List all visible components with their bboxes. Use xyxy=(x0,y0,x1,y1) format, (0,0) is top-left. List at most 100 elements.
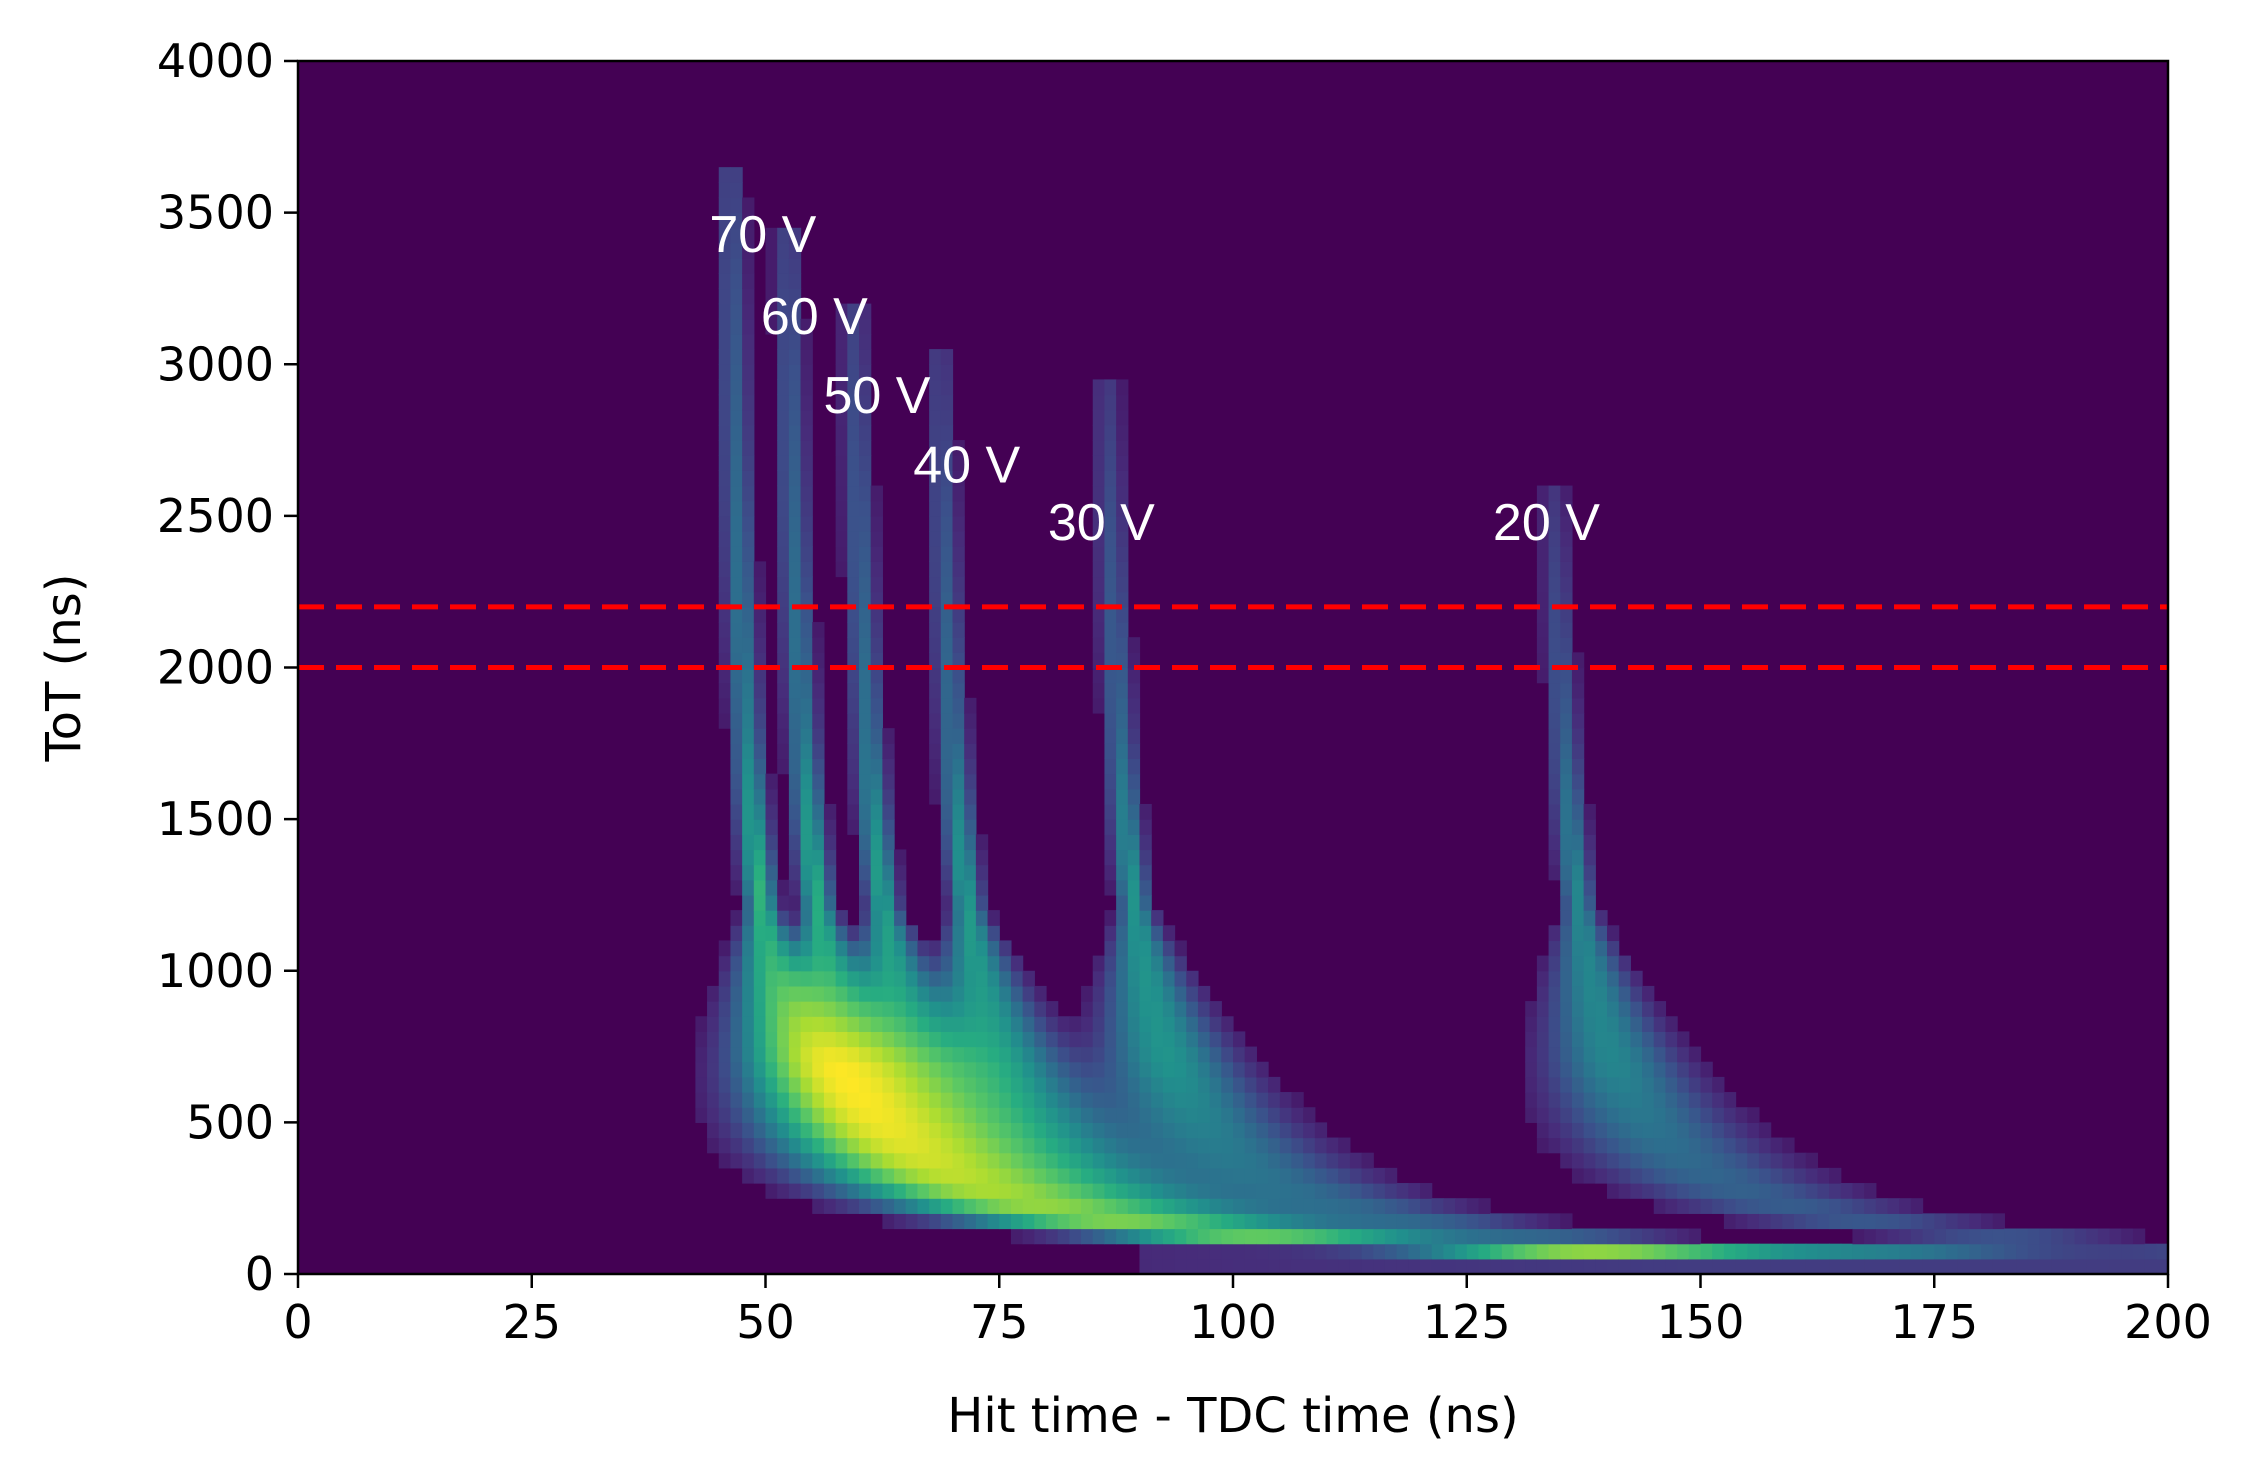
heatmap-cell xyxy=(2097,1243,2111,1260)
heatmap-cell xyxy=(742,470,755,487)
heatmap-cell xyxy=(987,1152,1000,1169)
heatmap-cell xyxy=(1139,834,1152,851)
heatmap-cell xyxy=(1583,985,1596,1002)
heatmap-cell xyxy=(765,1001,778,1017)
heatmap-cell xyxy=(859,1183,872,1199)
heatmap-cell xyxy=(999,1137,1012,1154)
heatmap-cell xyxy=(1221,1016,1234,1032)
heatmap-cell xyxy=(999,1061,1012,1078)
heatmap-cell xyxy=(788,803,802,820)
heatmap-cell xyxy=(1186,1001,1199,1017)
heatmap-cell xyxy=(1700,1152,1713,1169)
heatmap-cell xyxy=(718,212,732,229)
heatmap-cell xyxy=(847,364,860,381)
heatmap-cell xyxy=(1244,1076,1257,1093)
heatmap-cell xyxy=(1595,1122,1608,1139)
curve-labels: 70 V60 V50 V40 V30 V 20 V xyxy=(709,206,1600,552)
heatmap-cell xyxy=(1899,1198,1912,1214)
heatmap-cell xyxy=(730,606,743,623)
heatmap-cell xyxy=(1127,1183,1141,1199)
heatmap-cell xyxy=(707,1031,720,1048)
heatmap-cell xyxy=(1162,1258,1176,1275)
heatmap-cell xyxy=(1221,1107,1234,1123)
heatmap-cell xyxy=(929,576,942,593)
heatmap-cell xyxy=(1817,1167,1830,1184)
heatmap-cell xyxy=(940,1107,954,1123)
heatmap-cell xyxy=(1244,1122,1257,1139)
heatmap-cell xyxy=(1092,1137,1106,1154)
heatmap-cell xyxy=(1618,1243,1631,1260)
heatmap-cell xyxy=(1151,985,1164,1002)
heatmap-cell xyxy=(800,531,813,547)
heatmap-cell xyxy=(2074,1258,2087,1275)
heatmap-cell xyxy=(1116,409,1129,426)
heatmap-cell xyxy=(1314,1183,1328,1199)
heatmap-cell xyxy=(1840,1258,1854,1275)
heatmap-cell xyxy=(788,955,802,972)
heatmap-cell xyxy=(742,1016,755,1032)
heatmap-cell xyxy=(964,728,977,744)
heatmap-cell xyxy=(1116,1228,1129,1245)
heatmap-cell xyxy=(952,485,965,502)
y-tick-label: 0 xyxy=(245,1247,274,1301)
heatmap-cell xyxy=(1069,1046,1082,1063)
heatmap-cell xyxy=(859,1016,872,1032)
heatmap-cell xyxy=(952,1046,965,1063)
heatmap-cell xyxy=(964,773,977,790)
heatmap-cell xyxy=(753,773,767,790)
heatmap-cell xyxy=(1887,1198,1900,1214)
heatmap-cell xyxy=(753,1076,767,1093)
heatmap-cell xyxy=(952,894,965,911)
heatmap-cell xyxy=(859,394,872,411)
heatmap-cell xyxy=(1127,1001,1141,1017)
heatmap-cell xyxy=(1490,1213,1503,1230)
heatmap-cell xyxy=(2016,1243,2029,1260)
heatmap-cell xyxy=(1875,1258,1889,1275)
heatmap-cell xyxy=(812,1107,825,1123)
heatmap-cell xyxy=(1560,1001,1573,1017)
heatmap-cell xyxy=(882,1198,895,1214)
heatmap-cell xyxy=(1560,925,1573,942)
heatmap-cell xyxy=(1303,1213,1316,1230)
heatmap-cell xyxy=(1116,1046,1129,1063)
heatmap-cell xyxy=(753,864,767,881)
heatmap-cell xyxy=(1116,531,1129,547)
heatmap-cell xyxy=(1046,1183,1059,1199)
heatmap-cell xyxy=(1092,1152,1106,1169)
heatmap-cell xyxy=(1560,1076,1573,1093)
heatmap-cell xyxy=(964,1092,977,1108)
heatmap-cell xyxy=(952,834,965,851)
heatmap-cell xyxy=(800,652,813,669)
heatmap-cell xyxy=(1116,743,1129,760)
heatmap-cell xyxy=(929,682,942,699)
heatmap-cell xyxy=(1303,1122,1316,1139)
heatmap-cell xyxy=(894,894,907,911)
heatmap-cell xyxy=(2004,1228,2017,1245)
heatmap-cell xyxy=(859,743,872,760)
heatmap-cell xyxy=(1548,955,1561,972)
heatmap-cell xyxy=(1116,1167,1129,1184)
heatmap-cell xyxy=(1595,1107,1608,1123)
heatmap-cell xyxy=(1548,1092,1561,1108)
heatmap-cell xyxy=(1127,894,1141,911)
heatmap-cell xyxy=(1151,1228,1164,1245)
heatmap-cell xyxy=(765,985,778,1002)
heatmap-cell xyxy=(730,424,743,441)
heatmap-cell xyxy=(987,1001,1000,1017)
heatmap-cell xyxy=(1139,1031,1152,1048)
heatmap-cell xyxy=(847,546,860,562)
y-tick-label: 500 xyxy=(186,1095,274,1149)
heatmap-cell xyxy=(1221,1243,1234,1260)
heatmap-cell xyxy=(812,925,825,942)
heatmap-cell xyxy=(1104,773,1117,790)
heatmap-cell xyxy=(1536,1213,1550,1230)
heatmap-cell xyxy=(940,834,954,851)
heatmap-cell xyxy=(1548,985,1561,1002)
heatmap-cell xyxy=(1677,1167,1690,1184)
heatmap-cell xyxy=(1618,1107,1631,1123)
heatmap-cell xyxy=(1127,712,1141,729)
heatmap-cell xyxy=(1560,652,1573,669)
heatmap-cell xyxy=(788,758,802,775)
heatmap-cell xyxy=(847,637,860,653)
heatmap-cell xyxy=(1525,1107,1538,1123)
